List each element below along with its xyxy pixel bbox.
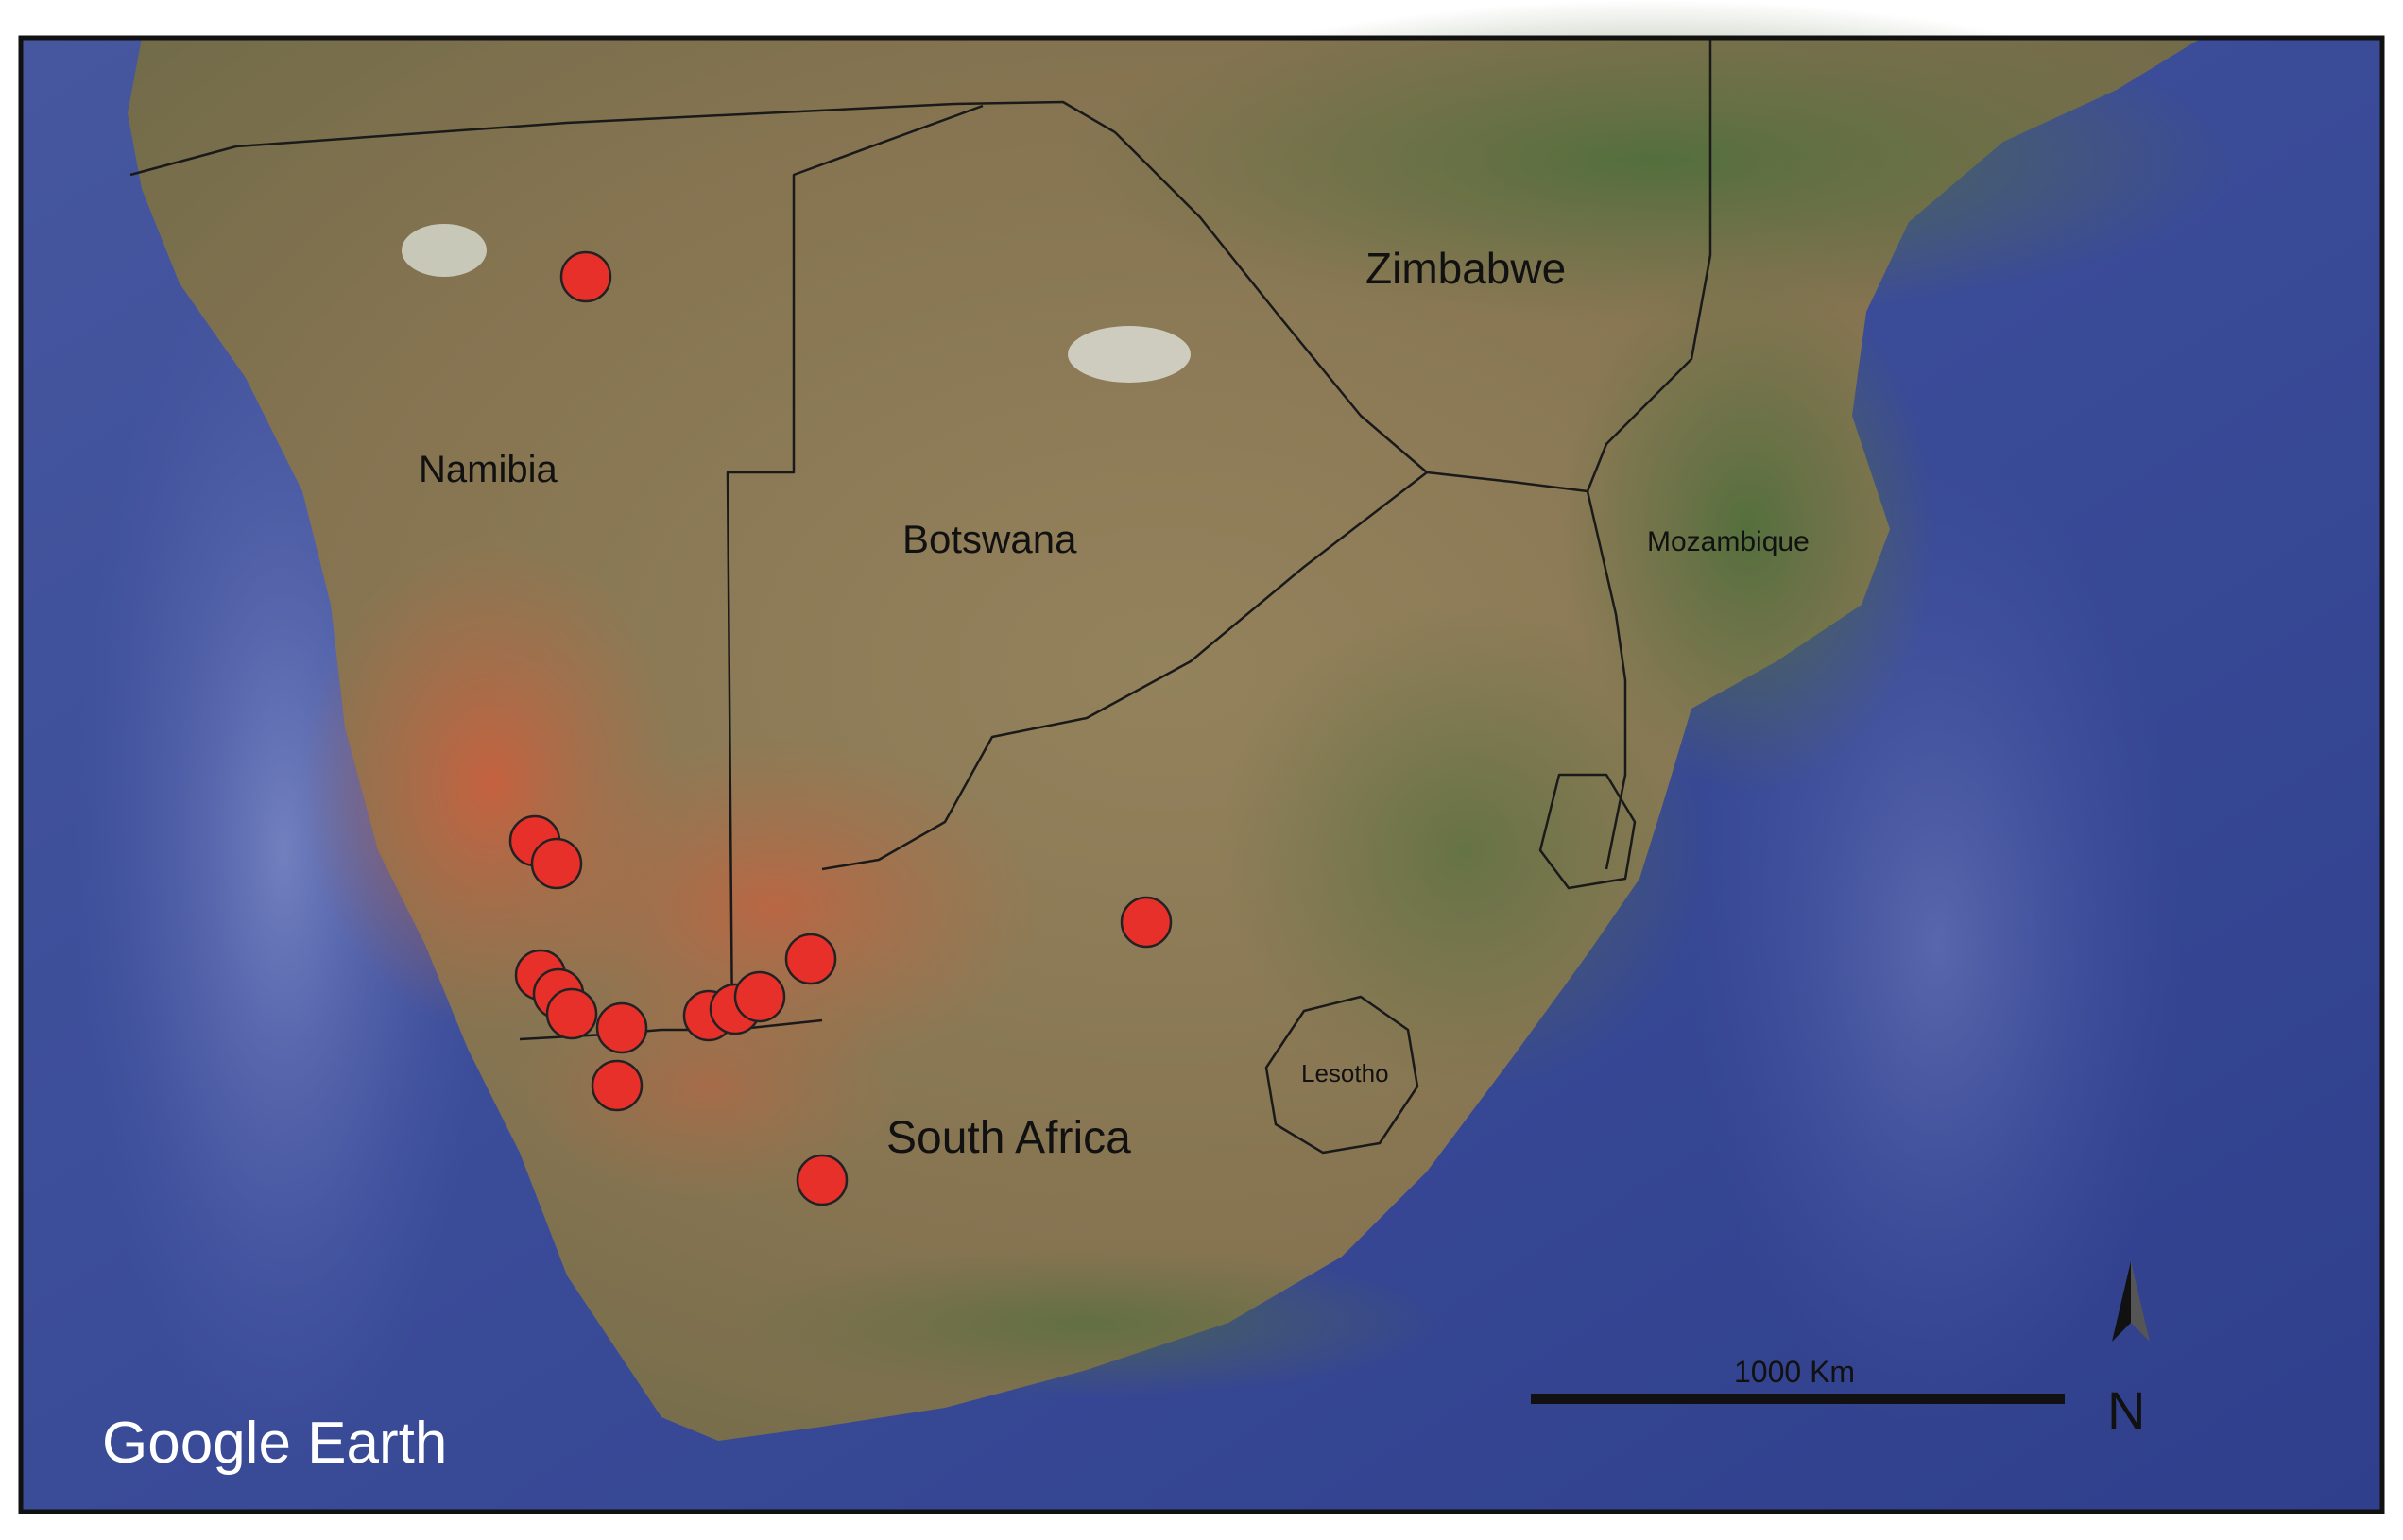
- label-mozambique: Mozambique: [1647, 526, 1810, 557]
- scale-bar-label: 1000 Km: [1734, 1355, 1855, 1389]
- north-arrow: N: [2107, 1261, 2150, 1440]
- map-border: [18, 35, 2385, 1514]
- border-zimbabwe-mozambique: [1586, 38, 1712, 492]
- label-lesotho: Lesotho: [1301, 1059, 1389, 1087]
- site-marker[interactable]: [530, 837, 583, 890]
- label-zimbabwe: Zimbabwe: [1365, 244, 1566, 293]
- label-namibia: Namibia: [419, 449, 558, 490]
- site-marker[interactable]: [784, 933, 837, 985]
- border-botswana-zambia-zimbabwe: [1114, 131, 1428, 473]
- country-borders: [129, 38, 1712, 1155]
- border-angola-namibia: [129, 100, 1116, 177]
- site-marker[interactable]: [796, 1154, 849, 1206]
- terrain-green-south-coast: [728, 1247, 1446, 1398]
- north-arrow-icon-half: [2131, 1261, 2150, 1342]
- border-eswatini: [1538, 773, 1637, 890]
- terrain-salt-pan-makgadikgadi: [1068, 326, 1191, 383]
- label-south-africa: South Africa: [886, 1113, 1131, 1163]
- label-botswana: Botswana: [902, 517, 1077, 561]
- google-earth-logo: Google Earth: [102, 1411, 447, 1476]
- site-markers: [508, 250, 1173, 1206]
- border-botswana-south-africa: [821, 471, 1428, 871]
- site-marker[interactable]: [545, 987, 598, 1040]
- site-marker[interactable]: [591, 1059, 644, 1112]
- site-marker[interactable]: [1120, 896, 1173, 949]
- site-marker[interactable]: [733, 970, 786, 1023]
- terrain-salt-pan-etosha: [402, 224, 487, 277]
- north-arrow-icon: [2112, 1261, 2131, 1342]
- site-marker[interactable]: [595, 1001, 648, 1054]
- north-arrow-label: N: [2107, 1380, 2145, 1440]
- border-south-africa-zimbabwe: [1426, 471, 1588, 493]
- scale-bar: 1000 Km: [1531, 1355, 2065, 1404]
- terrain-green-east: [1219, 605, 1710, 1096]
- scale-bar-line: [1531, 1394, 2065, 1404]
- border-lesotho: [1264, 995, 1419, 1155]
- site-marker[interactable]: [559, 250, 612, 303]
- border-south-africa-mozambique: [1586, 490, 1627, 870]
- terrain-green-north: [1068, 0, 2240, 321]
